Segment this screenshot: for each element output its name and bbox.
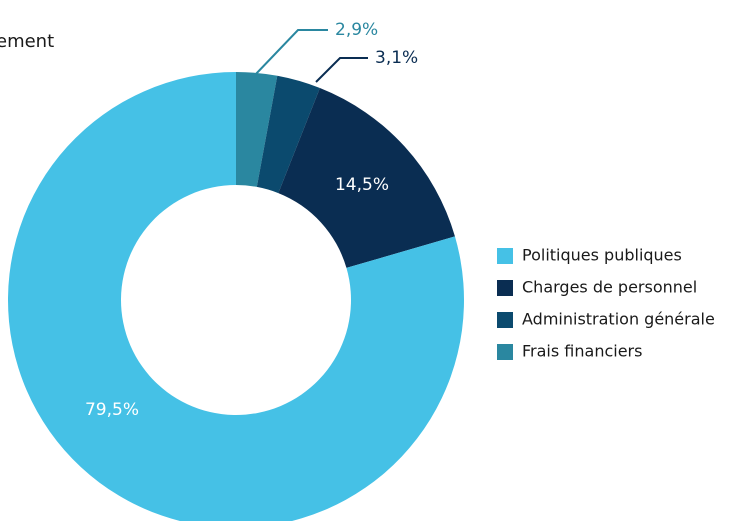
legend-label: Frais financiers	[522, 342, 642, 361]
legend-swatch	[497, 280, 513, 296]
value-label: 3,1%	[375, 48, 418, 68]
value-label: 2,9%	[335, 20, 378, 40]
value-label: 79,5%	[85, 400, 139, 420]
donut-slice	[256, 75, 320, 194]
donut-slice	[236, 72, 278, 187]
donut-slice	[278, 88, 455, 268]
leader-line	[253, 29, 328, 77]
legend-label: Politiques publiques	[522, 246, 682, 265]
legend-swatch	[497, 248, 513, 264]
donut-slice	[8, 72, 464, 521]
legend-swatch	[497, 312, 513, 328]
leader-line	[315, 57, 368, 83]
legend-label: Charges de personnel	[522, 278, 697, 297]
value-label: 14,5%	[335, 175, 389, 195]
chart-title: ement	[0, 31, 54, 52]
legend-label: Administration générale	[522, 310, 715, 329]
legend-swatch	[497, 344, 513, 360]
